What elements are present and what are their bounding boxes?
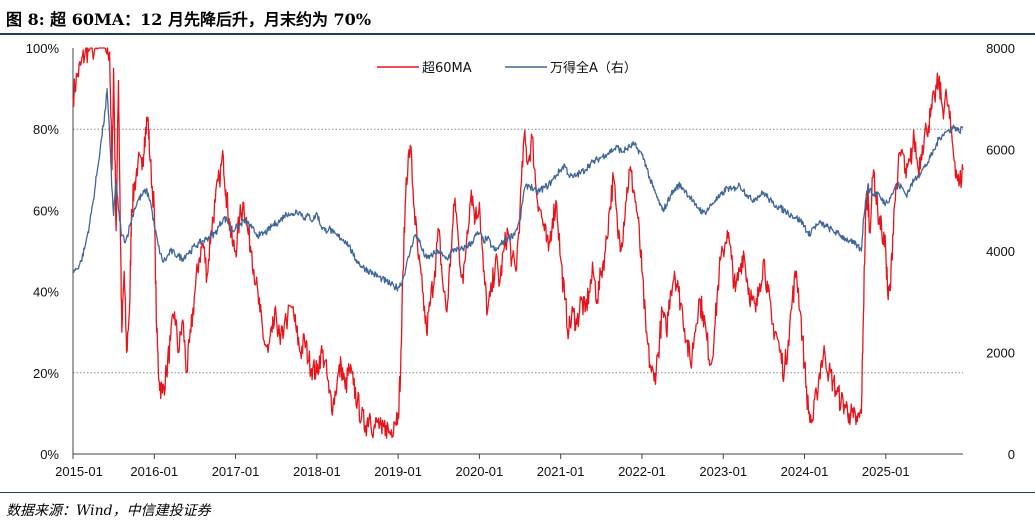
left-tick-label: 100% (26, 41, 60, 56)
series-group (72, 47, 964, 439)
left-axis-ticks: 0% 20% 40% 60% 80% 100% (26, 41, 60, 462)
right-axis-ticks: 0 2000 4000 6000 8000 (986, 41, 1015, 462)
source-note: 数据来源：Wind，中信建投证券 (6, 503, 211, 519)
footer-rule (0, 492, 1035, 493)
right-tick-label: 8000 (986, 41, 1015, 56)
x-tick-label: 2024-01 (781, 464, 829, 479)
x-tick-label: 2023-01 (699, 464, 747, 479)
reference-lines (73, 128, 963, 374)
left-tick-label: 60% (33, 203, 59, 218)
right-tick-label: 4000 (986, 244, 1015, 259)
left-tick-label: 40% (33, 285, 59, 300)
x-tick-label: 2017-01 (212, 464, 260, 479)
left-tick-label: 20% (33, 366, 59, 381)
x-axis-ticks: 2015-01 2016-01 2017-01 2018-01 2019-01 2020-… (55, 454, 910, 479)
x-tick-label: 2016-01 (130, 464, 178, 479)
axes (72, 48, 963, 455)
chart-title: 图 8: 超 60MA：12 月先降后升，月末约为 70% (6, 10, 372, 29)
legend-label-super60ma: 超60MA (422, 61, 472, 76)
series-line-super60ma (72, 47, 964, 439)
series-line-wind-a (72, 87, 964, 292)
x-tick-label: 2015-01 (55, 464, 103, 479)
x-tick-label: 2025-01 (862, 464, 910, 479)
legend-label-wind-a: 万得全A（右） (550, 60, 637, 76)
x-tick-label: 2019-01 (374, 464, 422, 479)
legend: 超60MA 万得全A（右） (377, 60, 637, 76)
x-tick-label: 2018-01 (293, 464, 341, 479)
x-tick-label: 2022-01 (618, 464, 666, 479)
x-tick-label: 2021-01 (537, 464, 585, 479)
x-tick-label: 2020-01 (456, 464, 504, 479)
right-tick-label: 0 (1008, 447, 1015, 462)
right-tick-label: 2000 (986, 346, 1015, 361)
right-tick-label: 6000 (986, 143, 1015, 158)
header-rule (0, 33, 1035, 35)
left-tick-label: 80% (33, 122, 59, 137)
left-tick-label: 0% (40, 447, 59, 462)
